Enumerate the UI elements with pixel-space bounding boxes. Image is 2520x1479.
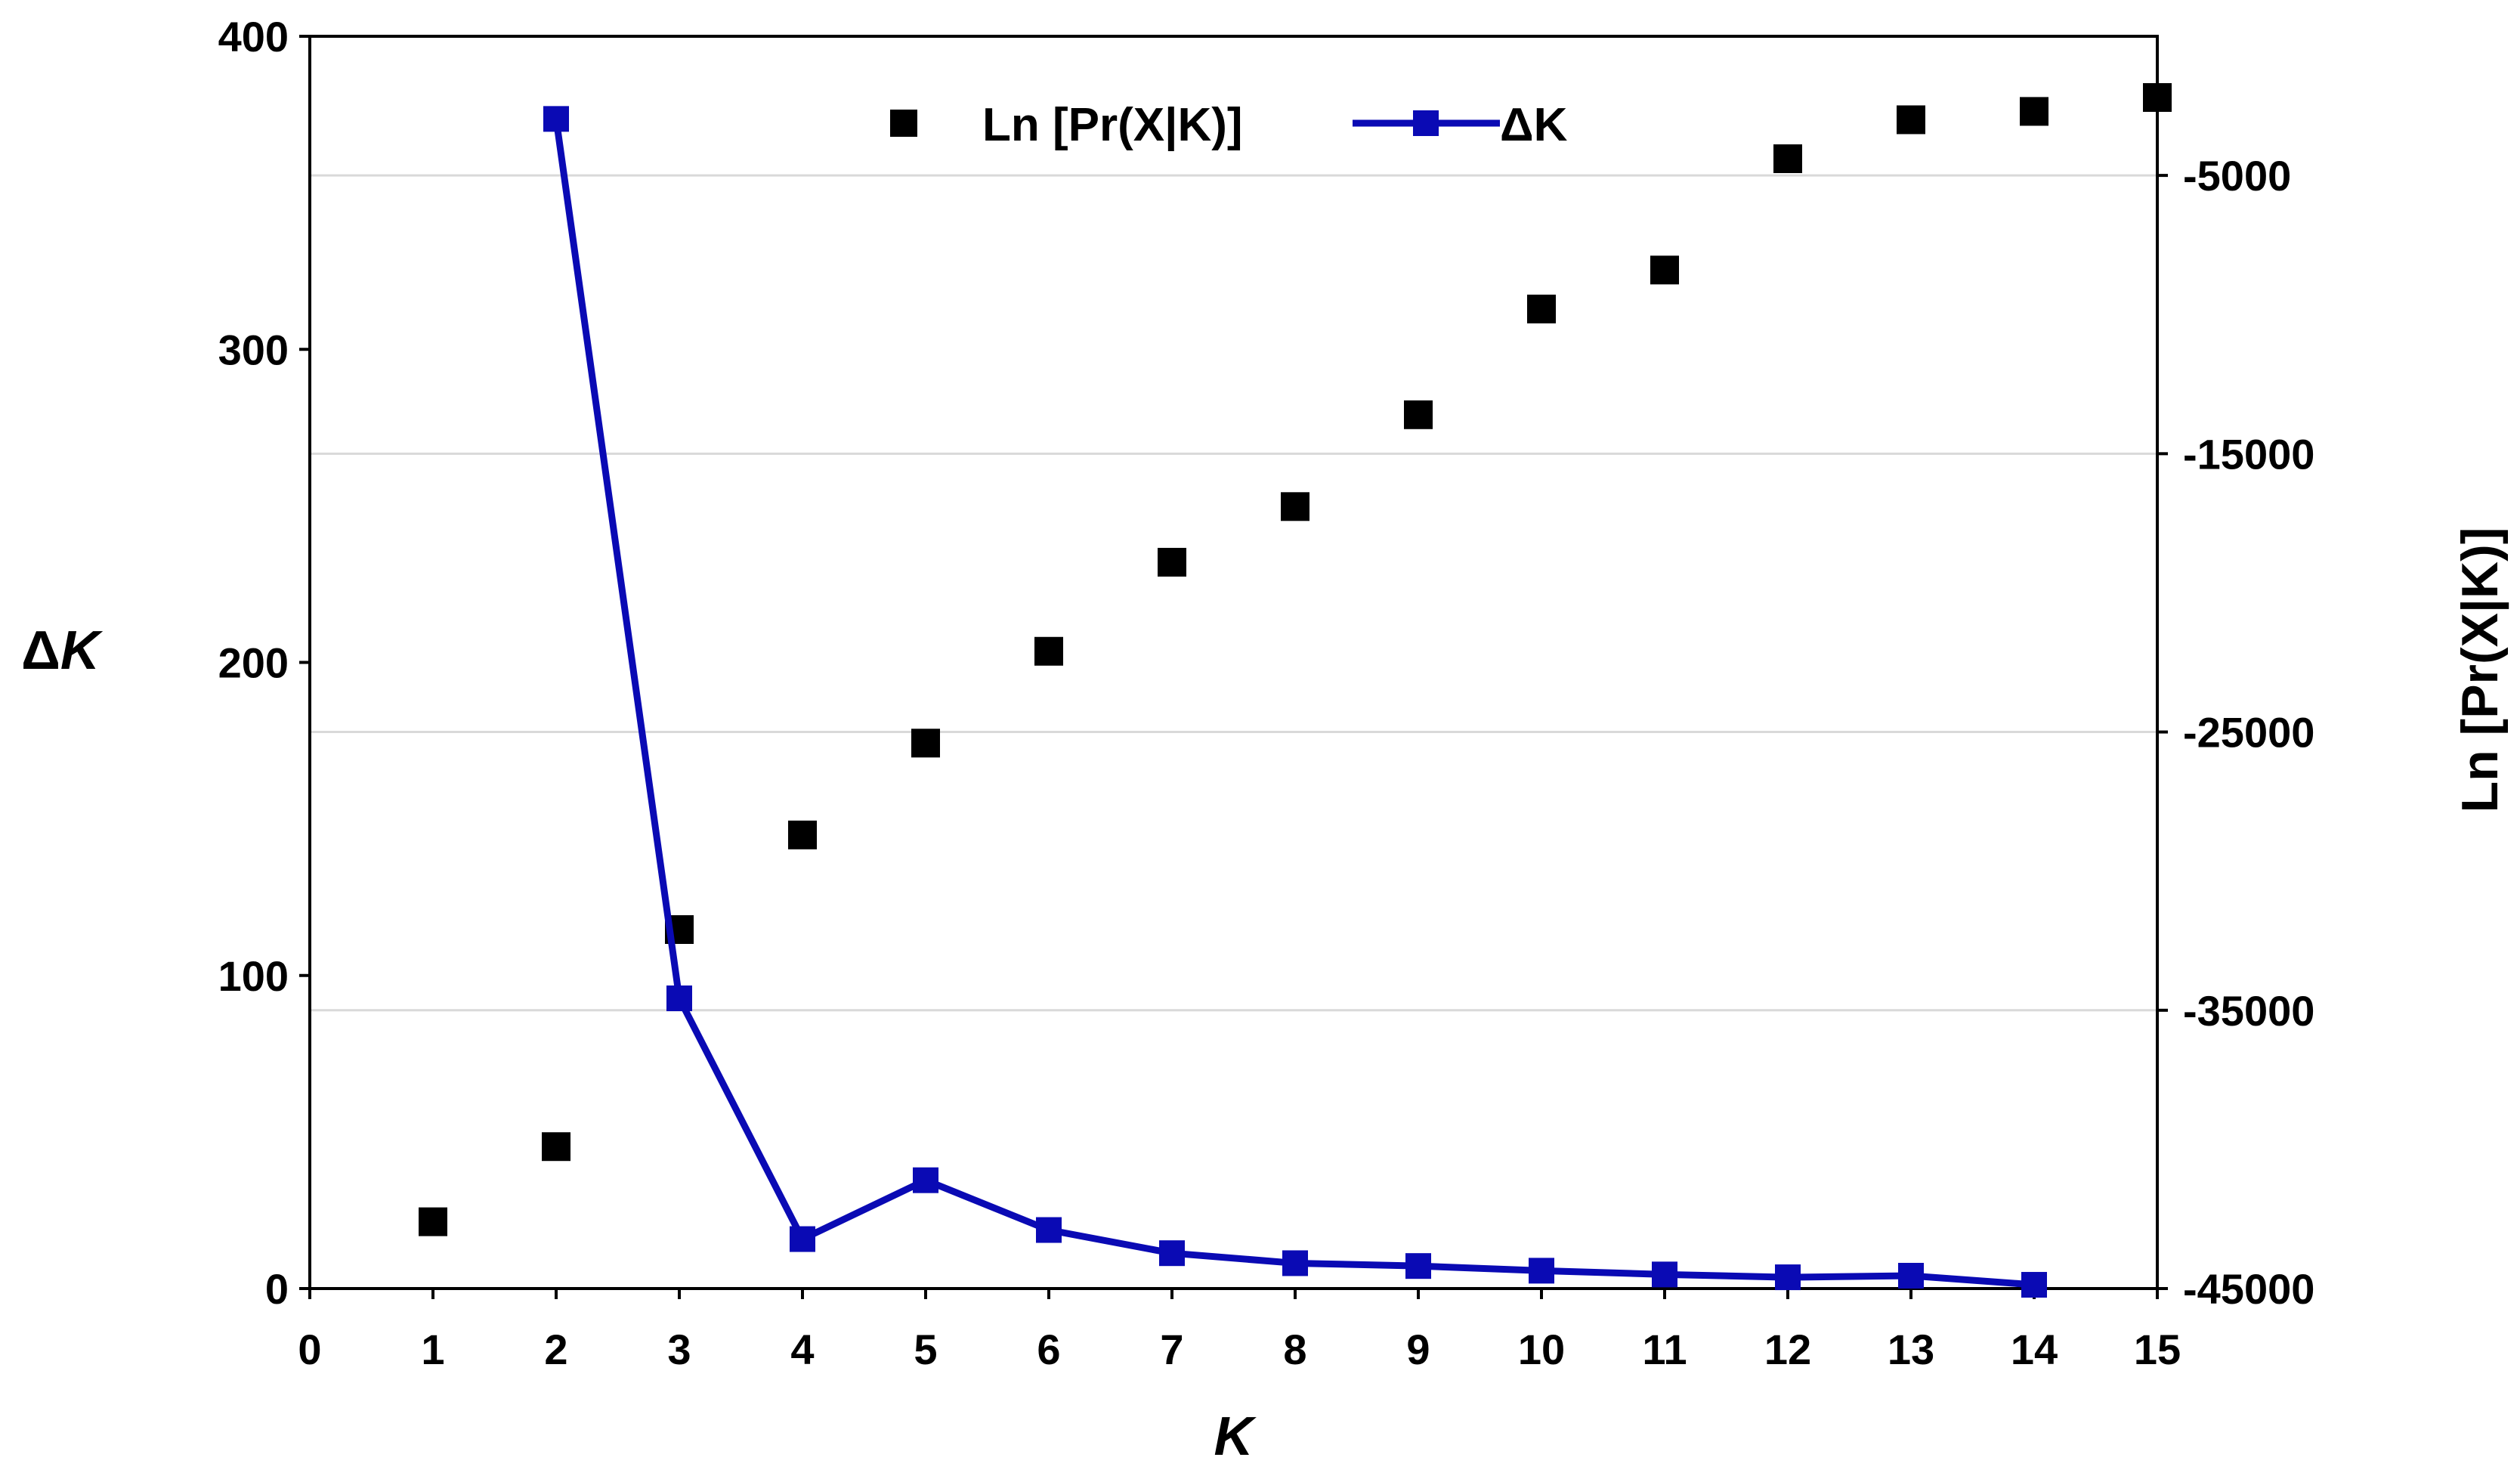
ln-pr-marker <box>788 820 817 849</box>
right-y-tick-label: -5000 <box>2183 152 2291 200</box>
x-tick-label: 13 <box>1888 1326 1934 1373</box>
right-y-tick-label: -15000 <box>2183 430 2314 478</box>
x-axis: 0 1 2 3 4 5 6 7 8 9 10 11 12 13 14 15 <box>298 1289 2181 1373</box>
delta-k-marker <box>1282 1250 1308 1276</box>
left-y-axis: 0 100 200 300 400 <box>218 13 310 1313</box>
ln-pr-marker <box>419 1207 447 1236</box>
ln-pr-marker <box>1650 255 1679 285</box>
delta-k-marker <box>913 1167 938 1193</box>
left-y-axis-label-prefix: Δ <box>21 620 60 681</box>
ln-pr-series <box>419 83 2172 1236</box>
left-y-tick-label: 0 <box>265 1265 289 1313</box>
legend-label-delta-k: ΔK <box>1500 99 1568 151</box>
left-y-axis-label-var: K <box>60 620 104 681</box>
x-tick-label: 4 <box>790 1326 814 1373</box>
x-tick-label: 10 <box>1518 1326 1565 1373</box>
x-tick-label: 15 <box>2134 1326 2181 1373</box>
delta-k-marker <box>1652 1261 1677 1288</box>
left-y-axis-label: ΔK <box>21 620 104 681</box>
x-tick-label: 14 <box>2011 1326 2058 1373</box>
delta-k-marker <box>1036 1217 1062 1243</box>
ln-pr-marker <box>1281 492 1309 521</box>
legend-marker-ln-pr <box>890 110 917 137</box>
x-tick-label: 7 <box>1160 1326 1183 1373</box>
left-y-tick-label: 400 <box>218 13 289 60</box>
ln-pr-marker <box>1527 294 1556 323</box>
ln-pr-marker <box>1404 400 1433 429</box>
x-tick-label: 12 <box>1764 1326 1811 1373</box>
right-y-tick-label: -35000 <box>2183 987 2314 1035</box>
right-y-tick-label: -25000 <box>2183 709 2314 757</box>
ln-pr-marker <box>2020 97 2048 126</box>
left-y-tick-label: 300 <box>218 326 289 373</box>
ln-pr-marker <box>2143 83 2172 113</box>
x-axis-label: K <box>1214 1406 1257 1467</box>
delta-k-line <box>552 118 2035 1289</box>
x-tick-label: 9 <box>1406 1326 1430 1373</box>
delta-k-marker <box>543 106 569 132</box>
x-tick-label: 0 <box>298 1326 321 1373</box>
x-tick-label: 11 <box>1642 1326 1687 1373</box>
right-y-axis-label: Ln [Pr(X|K)] <box>2451 528 2509 813</box>
delta-k-marker <box>1898 1263 1924 1289</box>
delta-k-marker <box>2021 1272 2047 1298</box>
x-tick-label: 8 <box>1283 1326 1306 1373</box>
x-tick-label: 5 <box>914 1326 937 1373</box>
delta-k-series <box>543 106 2047 1298</box>
delta-k-marker <box>666 985 692 1011</box>
legend-marker-delta-k <box>1413 110 1439 136</box>
ln-pr-marker <box>1158 547 1186 577</box>
right-y-tick-label: -45000 <box>2183 1265 2314 1313</box>
delta-k-marker <box>790 1226 815 1252</box>
gridlines <box>310 174 2157 1012</box>
delta-k-marker <box>1529 1258 1554 1284</box>
ln-pr-marker <box>911 729 940 758</box>
right-y-axis: -45000 -35000 -25000 -15000 -5000 <box>2157 152 2314 1313</box>
legend: Ln [Pr(X|K)] ΔK <box>890 99 1568 152</box>
left-y-tick-label: 100 <box>218 952 289 1000</box>
delta-k-marker <box>1405 1253 1431 1279</box>
ln-pr-marker <box>1897 105 1925 135</box>
ln-pr-marker <box>1773 144 1802 174</box>
delta-k-marker <box>1159 1240 1185 1267</box>
ln-pr-marker <box>1034 636 1063 666</box>
plot-area-frame <box>308 35 2159 1290</box>
delta-k-marker <box>1775 1264 1801 1291</box>
x-tick-label: 1 <box>421 1326 444 1373</box>
ln-pr-marker <box>542 1132 570 1162</box>
x-tick-label: 3 <box>667 1326 691 1373</box>
legend-label-ln-pr: Ln [Pr(X|K)] <box>982 99 1243 152</box>
x-tick-label: 6 <box>1037 1326 1060 1373</box>
left-y-tick-label: 200 <box>218 639 289 687</box>
x-tick-label: 2 <box>544 1326 567 1373</box>
